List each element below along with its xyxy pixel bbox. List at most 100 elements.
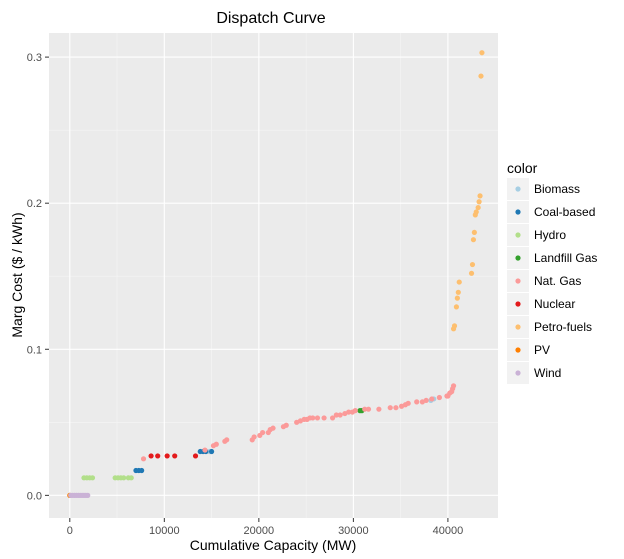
legend-item: Petro-fuels <box>507 316 592 338</box>
legend: color Biomass Coal-based Hydro Landfill Gas… <box>507 160 597 384</box>
data-point <box>450 383 457 389</box>
data-point <box>89 475 96 481</box>
data-point <box>148 453 154 459</box>
legend-item-label: PV <box>534 343 550 357</box>
data-point <box>478 73 484 79</box>
data-point <box>321 415 327 421</box>
data-point <box>414 399 420 405</box>
legend-item-label: Petro-fuels <box>534 320 592 334</box>
data-point <box>337 412 343 418</box>
x-axis-label: Cumulative Capacity (MW) <box>190 537 356 553</box>
legend-item: PV <box>507 339 550 361</box>
data-point <box>213 441 219 447</box>
legend-item-label: Coal-based <box>534 205 595 219</box>
data-point <box>453 304 460 310</box>
data-points <box>67 50 485 498</box>
legend-item: Hydro <box>507 224 566 246</box>
legend-item: Landfill Gas <box>507 247 597 269</box>
data-point <box>365 406 372 412</box>
data-point <box>475 204 481 211</box>
legend-key-point <box>515 301 521 307</box>
legend-key-point <box>515 209 521 215</box>
data-point <box>454 295 460 301</box>
data-point <box>155 453 161 459</box>
data-point <box>376 406 382 412</box>
y-tick-label: 0.0 <box>27 490 42 502</box>
data-point <box>387 405 393 411</box>
data-point <box>260 429 266 436</box>
legend-item-label: Nat. Gas <box>534 274 581 288</box>
legend-key-point <box>515 232 521 238</box>
data-point <box>346 409 352 415</box>
y-tick-label: 0.3 <box>27 52 42 64</box>
x-tick-label: 40000 <box>433 525 464 537</box>
y-axis-label: Marg Cost ($ / kWh) <box>9 212 25 337</box>
data-point <box>476 199 482 205</box>
legend-item: Coal-based <box>507 201 595 223</box>
data-point <box>423 397 429 404</box>
chart-title: Dispatch Curve <box>216 10 325 27</box>
legend-key-point <box>515 347 521 353</box>
legend-item: Wind <box>507 362 561 384</box>
data-point <box>455 289 461 295</box>
plot-panel <box>49 33 498 518</box>
y-tick-label: 0.2 <box>27 198 42 210</box>
legend-item-label: Nuclear <box>534 297 575 311</box>
minor-gridlines <box>49 33 498 518</box>
data-point <box>140 456 147 462</box>
legend-key-point <box>515 255 521 261</box>
data-point <box>310 415 316 421</box>
x-axis: 0 10000 20000 30000 40000 <box>67 518 463 537</box>
data-point <box>333 412 339 418</box>
data-point <box>128 475 134 481</box>
data-point <box>192 453 199 459</box>
data-point <box>202 447 208 453</box>
x-tick-label: 30000 <box>338 525 369 537</box>
legend-item-label: Wind <box>534 366 561 380</box>
x-tick-label: 20000 <box>244 525 275 537</box>
legend-item-label: Landfill Gas <box>534 251 597 265</box>
data-point <box>224 437 230 443</box>
data-point <box>471 229 477 236</box>
data-point <box>470 237 477 243</box>
data-point <box>436 394 442 401</box>
data-point <box>451 323 458 329</box>
data-point <box>468 270 475 276</box>
data-point <box>479 50 485 56</box>
data-point <box>405 400 411 406</box>
data-point <box>270 425 276 431</box>
data-point <box>251 434 257 440</box>
legend-key-point <box>515 278 521 284</box>
data-point <box>164 453 170 459</box>
legend-item-label: Hydro <box>534 228 566 242</box>
data-point <box>121 475 127 481</box>
legend-item-label: Biomass <box>534 182 580 196</box>
y-axis: 0.0 0.1 0.2 0.3 <box>27 52 49 502</box>
data-point <box>477 193 483 199</box>
data-point <box>85 492 91 498</box>
data-point <box>314 415 321 421</box>
legend-key-point <box>515 324 521 330</box>
data-point <box>208 448 215 455</box>
data-point <box>473 209 479 215</box>
data-point <box>352 408 358 414</box>
x-tick-label: 10000 <box>149 525 180 537</box>
legend-item: Nat. Gas <box>507 270 581 292</box>
data-point <box>139 467 145 474</box>
data-point <box>362 406 368 412</box>
x-tick-label: 0 <box>67 525 73 537</box>
legend-item: Nuclear <box>507 293 575 315</box>
legend-title: color <box>507 160 538 176</box>
data-point <box>329 415 336 421</box>
data-point <box>469 261 476 268</box>
data-point <box>456 279 462 285</box>
legend-item: Biomass <box>507 178 580 200</box>
legend-key-point <box>515 370 521 376</box>
legend-key-point <box>515 186 521 192</box>
data-point <box>429 396 435 402</box>
data-point <box>283 422 289 428</box>
y-tick-label: 0.1 <box>27 344 42 356</box>
data-point <box>393 405 399 411</box>
data-point <box>172 453 178 459</box>
